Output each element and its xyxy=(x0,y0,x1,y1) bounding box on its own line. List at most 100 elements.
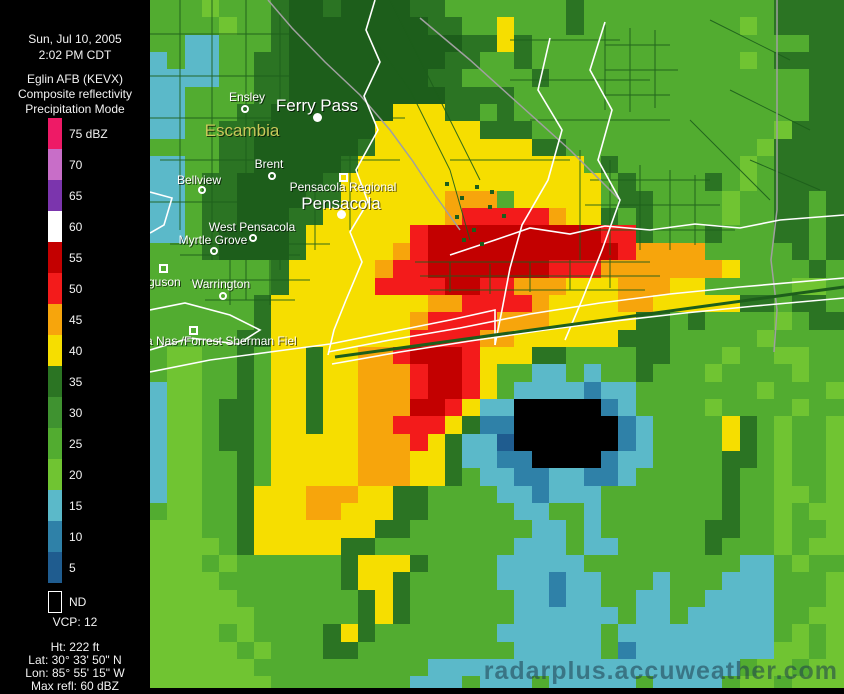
radar-cell xyxy=(410,450,428,469)
radar-cell xyxy=(618,329,636,347)
radar-cell xyxy=(583,572,601,590)
radar-cell xyxy=(739,312,758,330)
radar-cell xyxy=(757,502,775,521)
radar-cell xyxy=(306,624,324,642)
radar-cell xyxy=(531,17,549,35)
radar-cell xyxy=(757,572,775,590)
radar-cell xyxy=(514,433,532,451)
radar-cell xyxy=(202,607,220,625)
radar-cell xyxy=(670,555,688,573)
radar-cell xyxy=(618,537,636,555)
radar-cell xyxy=(652,329,671,347)
radar-cell xyxy=(687,260,705,278)
radar-cell xyxy=(618,69,636,87)
radar-cell xyxy=(167,555,185,573)
radar-cell xyxy=(514,450,532,469)
radar-cell xyxy=(479,450,497,469)
radar-cell xyxy=(271,416,289,434)
radar-cell xyxy=(392,607,411,625)
radar-cell xyxy=(722,69,740,87)
radar-cell xyxy=(340,659,359,677)
radar-cell xyxy=(444,69,463,87)
radar-cell xyxy=(375,225,393,243)
radar-cell xyxy=(566,34,584,53)
radar-cell xyxy=(757,485,775,503)
radar-cell xyxy=(514,572,532,590)
radar-cell xyxy=(583,433,601,451)
radar-cell xyxy=(254,312,272,330)
radar-cell xyxy=(600,572,619,590)
radar-cell xyxy=(254,433,272,451)
radar-cell xyxy=(306,364,324,382)
radar-cell xyxy=(514,346,532,365)
radar-cell xyxy=(323,659,341,677)
radar-cell xyxy=(392,242,411,261)
radar-cell xyxy=(288,485,307,503)
radar-cell xyxy=(722,104,740,122)
radar-cell xyxy=(150,0,168,18)
radar-cell xyxy=(809,433,827,451)
radar-cell xyxy=(583,17,601,35)
radar-cell xyxy=(809,398,827,417)
radar-cell xyxy=(652,17,671,35)
radar-cell xyxy=(496,572,515,590)
radar-cell xyxy=(739,520,758,538)
radar-cell xyxy=(652,520,671,538)
radar-cell xyxy=(670,364,688,382)
radar-cell xyxy=(410,277,428,295)
radar-cell xyxy=(202,502,220,521)
radar-cell xyxy=(548,433,567,451)
radar-cell xyxy=(271,520,289,538)
radar-cell xyxy=(635,381,653,399)
radar-cell xyxy=(306,329,324,347)
radar-cell xyxy=(809,416,827,434)
radar-cell xyxy=(670,242,688,261)
radar-cell xyxy=(202,659,220,677)
radar-cell xyxy=(150,607,168,625)
radar-cell xyxy=(652,381,671,399)
radar-cell xyxy=(271,555,289,573)
radar-cell xyxy=(652,433,671,451)
radar-cell xyxy=(444,225,463,243)
radar-cell xyxy=(306,572,324,590)
radar-cell xyxy=(479,485,497,503)
radar-cell xyxy=(288,225,307,243)
radar-cell xyxy=(323,520,341,538)
town-circle-marker xyxy=(268,172,276,180)
radar-cell xyxy=(462,381,480,399)
radar-cell xyxy=(514,86,532,105)
radar-cell xyxy=(757,607,775,625)
radar-cell xyxy=(323,225,341,243)
radar-cell xyxy=(444,641,463,660)
radar-cell xyxy=(566,329,584,347)
bottom-border-bar xyxy=(0,688,844,694)
radar-cell xyxy=(410,433,428,451)
radar-cell xyxy=(705,641,723,660)
legend-row: 40 xyxy=(48,335,82,366)
radar-cell xyxy=(150,398,168,417)
radar-cell xyxy=(705,104,723,122)
radar-cell xyxy=(392,121,411,139)
radar-cell xyxy=(705,69,723,87)
radar-cell xyxy=(184,34,203,53)
radar-cell xyxy=(774,104,792,122)
radar-cell xyxy=(462,104,480,122)
radar-cell xyxy=(375,277,393,295)
radar-cell xyxy=(548,607,567,625)
radar-cell xyxy=(705,346,723,365)
radar-cell xyxy=(427,277,445,295)
radar-cell xyxy=(618,468,636,486)
radar-cell xyxy=(288,104,307,122)
radar-cell xyxy=(167,572,185,590)
radar-cell xyxy=(254,346,272,365)
radar-cell xyxy=(548,104,567,122)
radar-cell xyxy=(306,502,324,521)
radar-cell xyxy=(600,520,619,538)
radar-cell xyxy=(531,294,549,313)
legend-swatch xyxy=(48,304,62,335)
radar-cell xyxy=(358,555,376,573)
radar-cell xyxy=(826,364,844,382)
radar-cell xyxy=(219,173,237,191)
radar-cell xyxy=(600,381,619,399)
radar-cell xyxy=(479,208,497,226)
